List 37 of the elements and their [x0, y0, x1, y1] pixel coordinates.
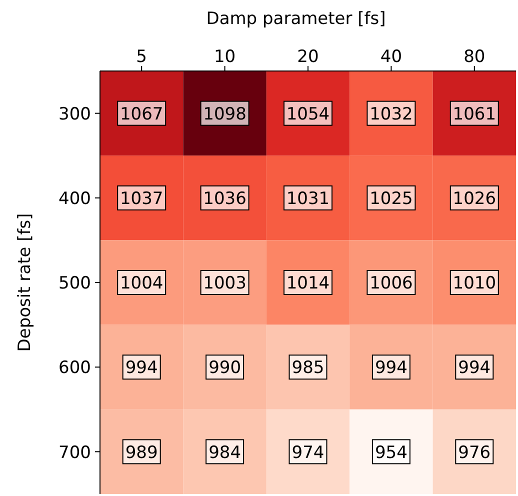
y-tick-label: 300	[58, 104, 91, 124]
y-tick-label: 500	[58, 274, 91, 294]
data-label: 985	[292, 358, 324, 378]
data-label: 1036	[203, 189, 246, 210]
data-label: 1098	[203, 104, 246, 124]
data-label: 1003	[203, 274, 246, 294]
data-label: 1061	[452, 104, 496, 124]
data-label: 1037	[120, 189, 164, 210]
x-tick-label: 80	[464, 47, 486, 67]
data-label: 954	[374, 442, 408, 463]
data-label: 974	[292, 442, 324, 463]
data-label: 984	[208, 442, 242, 463]
data-label: 1025	[370, 189, 413, 210]
x-tick-label: 20	[297, 47, 319, 67]
data-label: 1010	[452, 274, 496, 294]
x-tick-label: 5	[136, 47, 148, 67]
y-tick-label: 700	[58, 442, 91, 463]
data-label: 1054	[286, 104, 330, 124]
y-axis-title: Deposit rate [fs]	[15, 213, 35, 352]
data-label: 1006	[370, 274, 413, 294]
data-label: 994	[125, 358, 158, 378]
x-tick-label: 40	[380, 47, 402, 67]
data-label: 990	[208, 358, 242, 378]
x-tick-label: 10	[214, 47, 236, 67]
y-tick-label: 400	[58, 189, 91, 210]
data-label: 1026	[452, 189, 496, 210]
data-label: 1031	[286, 189, 330, 210]
data-label: 994	[458, 358, 491, 378]
data-label: 994	[374, 358, 408, 378]
data-label: 1014	[286, 274, 330, 294]
data-label: 1032	[370, 104, 413, 124]
data-label: 1004	[120, 274, 164, 294]
x-axis-title: Damp parameter [fs]	[206, 9, 386, 29]
data-label: 989	[125, 442, 158, 463]
y-tick-label: 600	[58, 358, 91, 378]
data-label: 976	[458, 442, 491, 463]
data-label: 1067	[120, 104, 164, 124]
